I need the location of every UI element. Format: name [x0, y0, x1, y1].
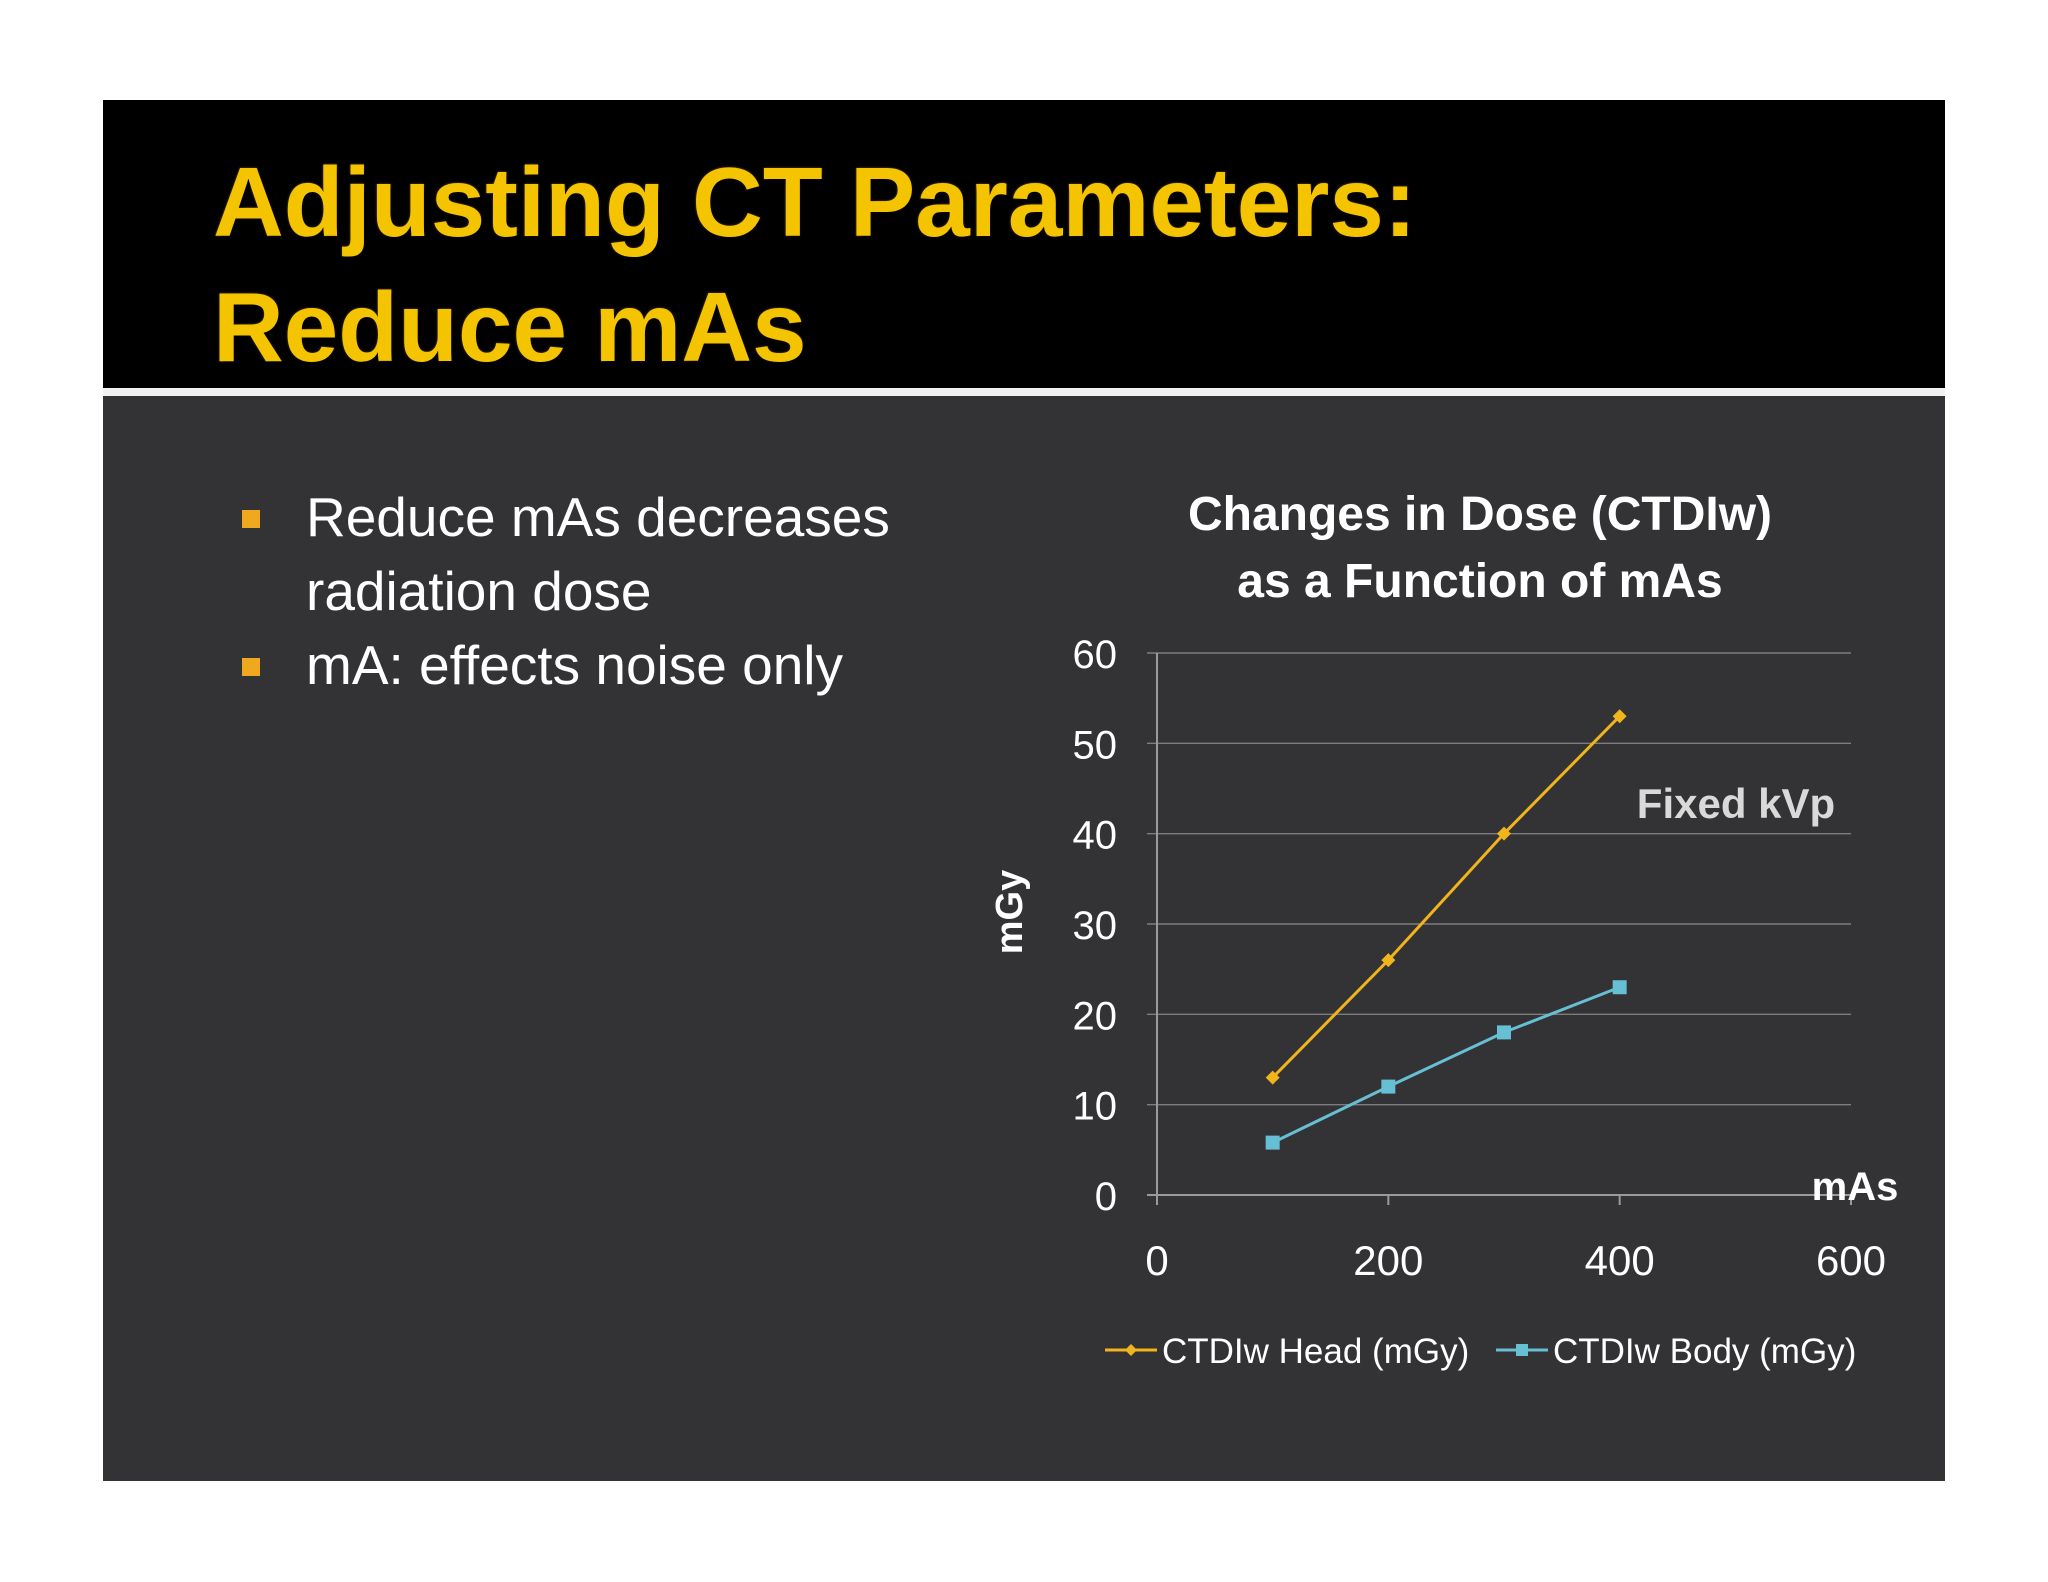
data-point [1265, 1070, 1280, 1085]
bullet-item: Reduce mAs decreases radiation dose [238, 480, 1058, 628]
y-axis-label: mGy [989, 870, 1031, 954]
y-tick-label: 0 [1095, 1175, 1117, 1219]
bullet-text: mA: effects noise only [306, 634, 844, 696]
data-point [1612, 709, 1627, 724]
series-line [1272, 985, 1621, 1144]
legend-label: CTDIw Head (mGy) [1162, 1332, 1469, 1371]
title-divider [103, 388, 1945, 396]
chart-legend: CTDIw Head (mGy) CTDIw Body (mGy) [1105, 1332, 1856, 1371]
series-line [1271, 715, 1621, 1079]
x-tick-label: 200 [1353, 1237, 1423, 1284]
x-axis-label: mAs [1812, 1165, 1899, 1209]
y-tick-label: 40 [1073, 814, 1118, 858]
bullet-list: Reduce mAs decreases radiation dose mA: … [238, 480, 1058, 702]
title-bar: Adjusting CT Parameters: Reduce mAs [103, 100, 1945, 388]
y-tick-label: 20 [1073, 994, 1118, 1038]
x-tick-label: 0 [1145, 1237, 1168, 1284]
bullet-item: mA: effects noise only [238, 628, 1058, 702]
slide: Adjusting CT Parameters: Reduce mAs Redu… [103, 100, 1945, 1481]
square-bullet-icon [242, 510, 260, 528]
y-tick-label: 10 [1073, 1085, 1118, 1129]
data-point [1265, 1135, 1280, 1150]
legend-marker [1125, 1344, 1137, 1356]
slide-title: Adjusting CT Parameters: Reduce mAs [213, 140, 1813, 390]
data-point [1612, 980, 1627, 995]
slide-title-line-1: Adjusting CT Parameters: [213, 147, 1417, 257]
data-point [1497, 826, 1511, 841]
legend-marker [1516, 1344, 1528, 1356]
y-tick-label: 30 [1073, 904, 1118, 948]
chart-title-line-2: as a Function of mAs [1237, 555, 1722, 608]
data-point [1497, 1025, 1511, 1040]
square-bullet-icon [242, 658, 260, 676]
y-tick-label: 50 [1073, 723, 1118, 767]
x-tick-label: 600 [1816, 1237, 1886, 1284]
chart-annotation: Fixed kVp [1637, 780, 1835, 827]
data-point [1381, 1079, 1396, 1094]
y-tick-label: 60 [1073, 633, 1118, 677]
chart-title-line-1: Changes in Dose (CTDIw) [1188, 488, 1772, 541]
x-tick-label: 400 [1585, 1237, 1655, 1284]
slide-title-line-2: Reduce mAs [213, 272, 807, 382]
bullet-text: Reduce mAs decreases radiation dose [306, 486, 890, 622]
legend-label: CTDIw Body (mGy) [1553, 1332, 1856, 1371]
data-point [1381, 953, 1396, 968]
